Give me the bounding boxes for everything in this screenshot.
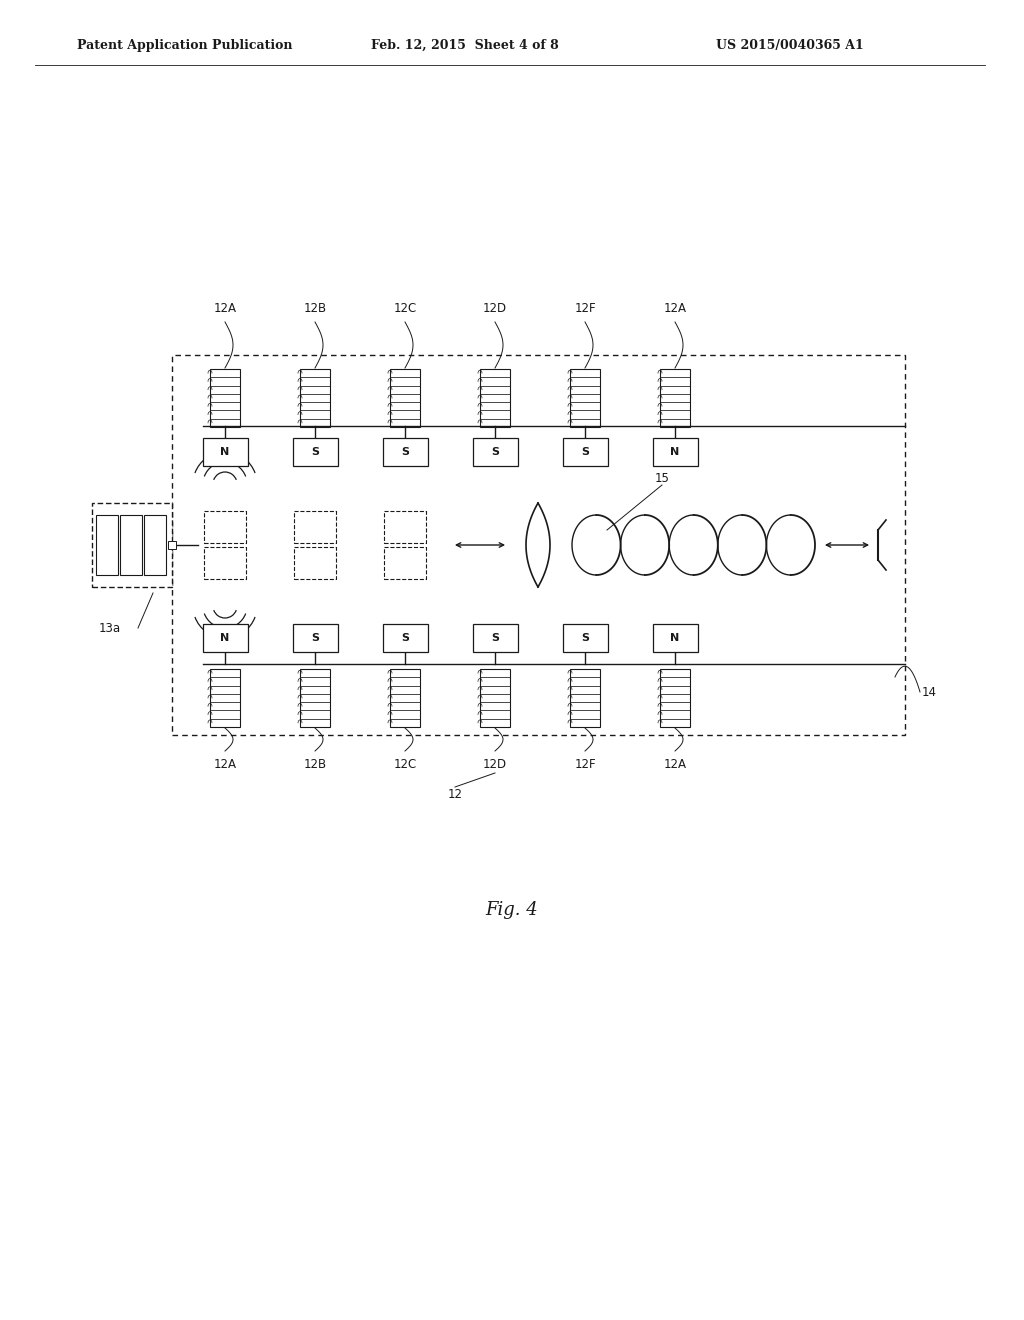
- Bar: [168, 541, 176, 549]
- Bar: [570, 669, 600, 727]
- Text: 12C: 12C: [393, 759, 417, 771]
- Text: 12D: 12D: [483, 759, 507, 771]
- Bar: [210, 669, 240, 727]
- Bar: [203, 624, 248, 652]
- Text: S: S: [490, 634, 499, 643]
- Bar: [652, 624, 697, 652]
- Bar: [96, 515, 118, 576]
- Bar: [293, 438, 338, 466]
- Text: 12D: 12D: [483, 301, 507, 314]
- Bar: [480, 669, 510, 727]
- Bar: [390, 370, 420, 426]
- Bar: [570, 370, 600, 426]
- Text: 12B: 12B: [303, 759, 327, 771]
- Bar: [294, 546, 336, 579]
- Bar: [472, 438, 517, 466]
- Bar: [293, 624, 338, 652]
- Text: N: N: [220, 447, 229, 457]
- Text: 15: 15: [654, 471, 670, 484]
- Text: S: S: [311, 447, 319, 457]
- Bar: [472, 624, 517, 652]
- Text: 12A: 12A: [213, 301, 237, 314]
- Text: Patent Application Publication: Patent Application Publication: [77, 38, 293, 51]
- Text: US 2015/0040365 A1: US 2015/0040365 A1: [716, 38, 864, 51]
- Bar: [383, 438, 427, 466]
- Bar: [562, 624, 607, 652]
- Bar: [390, 669, 420, 727]
- Bar: [204, 546, 246, 579]
- Text: 12F: 12F: [574, 301, 596, 314]
- Bar: [300, 669, 330, 727]
- Text: Feb. 12, 2015  Sheet 4 of 8: Feb. 12, 2015 Sheet 4 of 8: [371, 38, 559, 51]
- Text: S: S: [401, 634, 409, 643]
- Text: Fig. 4: Fig. 4: [485, 902, 539, 919]
- Text: 12B: 12B: [303, 301, 327, 314]
- Text: N: N: [671, 634, 680, 643]
- Text: 12C: 12C: [393, 301, 417, 314]
- Bar: [562, 438, 607, 466]
- Text: 13a: 13a: [99, 622, 121, 635]
- Bar: [144, 515, 166, 576]
- Bar: [660, 669, 690, 727]
- Text: S: S: [581, 447, 589, 457]
- Bar: [120, 515, 142, 576]
- Text: N: N: [220, 634, 229, 643]
- Text: S: S: [311, 634, 319, 643]
- Text: 14: 14: [922, 685, 937, 698]
- Text: 12A: 12A: [664, 759, 686, 771]
- Bar: [210, 370, 240, 426]
- Bar: [300, 370, 330, 426]
- Text: S: S: [401, 447, 409, 457]
- Text: 12A: 12A: [213, 759, 237, 771]
- Text: 12: 12: [447, 788, 463, 801]
- Text: 12F: 12F: [574, 759, 596, 771]
- Bar: [652, 438, 697, 466]
- Bar: [92, 503, 172, 587]
- Bar: [172, 355, 905, 735]
- Bar: [203, 438, 248, 466]
- Bar: [294, 511, 336, 543]
- Bar: [480, 370, 510, 426]
- Text: N: N: [671, 447, 680, 457]
- Bar: [383, 624, 427, 652]
- Text: 12A: 12A: [664, 301, 686, 314]
- Bar: [384, 546, 426, 579]
- Bar: [660, 370, 690, 426]
- Bar: [384, 511, 426, 543]
- Bar: [204, 511, 246, 543]
- Text: S: S: [581, 634, 589, 643]
- Text: S: S: [490, 447, 499, 457]
